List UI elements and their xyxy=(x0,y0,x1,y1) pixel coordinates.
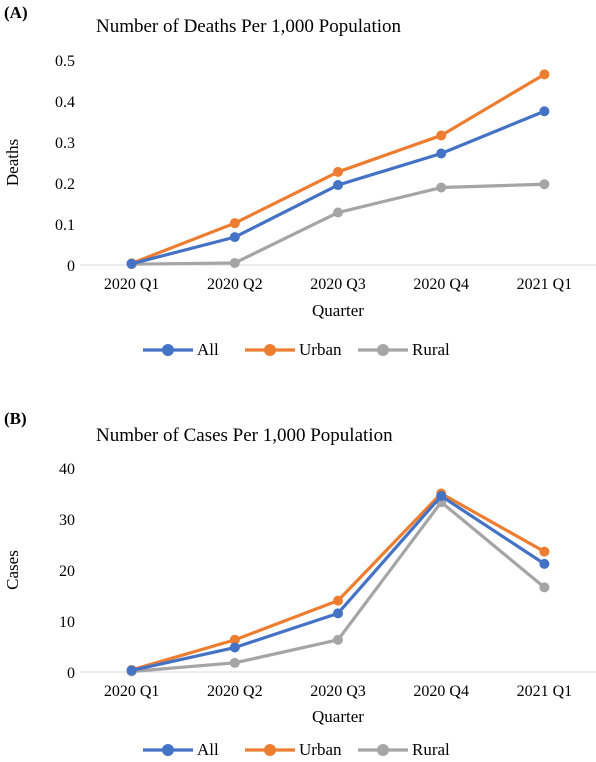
legend-item-rural: Rural xyxy=(358,740,450,759)
data-point xyxy=(436,130,447,141)
data-point xyxy=(333,634,343,645)
data-point xyxy=(539,179,550,190)
data-point xyxy=(539,69,550,80)
panel-label: (B) xyxy=(4,409,27,428)
data-point xyxy=(126,258,137,269)
legend-swatch-marker xyxy=(162,744,174,756)
data-point xyxy=(333,608,343,619)
x-tick-label: 2021 Q1 xyxy=(517,683,573,700)
data-point xyxy=(229,218,240,229)
x-tick-label: 2020 Q3 xyxy=(310,683,366,700)
chart-panel-1: (B) Number of Cases Per 1,000 Population 0… xyxy=(3,409,596,759)
data-point xyxy=(229,257,240,268)
data-point xyxy=(333,166,343,177)
data-point xyxy=(436,182,447,193)
y-tick-label: 20 xyxy=(59,563,75,580)
legend-item-all: All xyxy=(143,340,219,359)
data-point xyxy=(539,546,550,557)
data-point xyxy=(436,148,447,159)
series-all xyxy=(126,106,550,269)
data-point xyxy=(126,665,137,676)
legend-swatch-marker xyxy=(264,744,276,756)
series-all xyxy=(126,491,550,676)
x-tick-label: 2020 Q4 xyxy=(413,276,469,293)
legend-item-urban: Urban xyxy=(245,340,342,359)
series-line xyxy=(131,182,545,266)
data-point xyxy=(229,657,240,668)
x-tick-label: 2021 Q1 xyxy=(517,276,573,293)
y-tick-label: 0.1 xyxy=(55,217,75,234)
legend-label: All xyxy=(197,340,219,359)
series-urban xyxy=(126,69,550,269)
y-tick-label: 0.2 xyxy=(55,176,75,193)
x-tick-label: 2020 Q2 xyxy=(207,276,263,293)
y-axis-label: Deaths xyxy=(3,139,22,186)
legend-label: Rural xyxy=(412,740,450,759)
x-axis-label: Quarter xyxy=(312,707,364,726)
legend-item-all: All xyxy=(143,740,219,759)
x-tick-label: 2020 Q3 xyxy=(310,276,366,293)
legend-swatch-marker xyxy=(377,744,389,756)
legend: All Urban Rural xyxy=(143,740,450,759)
legend-label: Urban xyxy=(299,740,342,759)
data-point xyxy=(539,106,550,117)
data-point xyxy=(333,180,343,191)
panel-label: (A) xyxy=(4,3,28,22)
data-point xyxy=(229,634,240,645)
series-line xyxy=(131,500,546,674)
y-tick-label: 0.5 xyxy=(55,53,75,70)
y-tick-label: 30 xyxy=(59,512,75,529)
chart-title: Number of Cases Per 1,000 Population xyxy=(96,425,393,446)
y-tick-label: 0.4 xyxy=(55,94,75,111)
legend-item-urban: Urban xyxy=(245,740,342,759)
data-point xyxy=(539,558,550,569)
chart-panel-0: (A) Number of Deaths Per 1,000 Population… xyxy=(3,3,596,359)
y-axis-label: Cases xyxy=(3,550,22,590)
x-tick-label: 2020 Q4 xyxy=(413,683,469,700)
x-tick-label: 2020 Q2 xyxy=(207,683,263,700)
data-point xyxy=(229,642,240,653)
legend-label: Rural xyxy=(412,340,450,359)
data-point xyxy=(539,582,550,593)
data-point xyxy=(333,595,343,606)
legend-swatch-marker xyxy=(162,344,174,356)
legend-item-rural: Rural xyxy=(358,340,450,359)
legend: All Urban Rural xyxy=(143,340,450,359)
legend-label: Urban xyxy=(299,340,342,359)
series-rural xyxy=(126,179,550,270)
legend-swatch-marker xyxy=(264,344,276,356)
y-tick-label: 0.3 xyxy=(55,135,75,152)
y-tick-label: 40 xyxy=(59,461,75,478)
x-tick-label: 2020 Q1 xyxy=(104,683,160,700)
x-axis-label: Quarter xyxy=(312,301,364,320)
data-point xyxy=(436,491,447,502)
y-tick-label: 0 xyxy=(67,665,75,682)
x-tick-label: 2020 Q1 xyxy=(104,276,160,293)
series-urban xyxy=(126,488,550,675)
data-point xyxy=(333,207,343,218)
data-point xyxy=(229,232,240,243)
legend-label: All xyxy=(197,740,219,759)
legend-swatch-marker xyxy=(377,344,389,356)
y-tick-label: 10 xyxy=(59,614,75,631)
chart-title: Number of Deaths Per 1,000 Population xyxy=(96,16,402,37)
y-tick-label: 0 xyxy=(67,258,75,275)
